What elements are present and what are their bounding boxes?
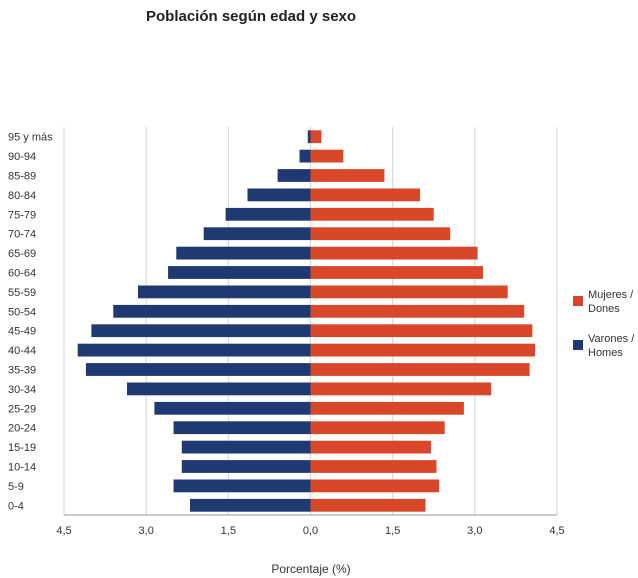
bar-mujeres-10 (310, 324, 533, 338)
x-tick-6: 4,5 (549, 525, 564, 537)
bar-varones-7 (168, 266, 311, 279)
bar-varones-16 (181, 440, 311, 454)
bar-varones-8 (137, 285, 311, 299)
age-group-label-4: 75-79 (8, 209, 36, 221)
bars (77, 130, 536, 512)
age-group-label-18: 5-9 (8, 481, 24, 493)
legend-label-0: Mujeres / Dones (588, 289, 634, 315)
bar-varones-11 (77, 343, 311, 357)
bar-mujeres-1 (310, 149, 344, 163)
bar-mujeres-17 (310, 460, 437, 473)
age-group-label-14: 25-29 (8, 403, 36, 415)
age-group-label-11: 40-44 (8, 345, 36, 357)
bar-varones-1 (299, 149, 311, 163)
age-group-label-1: 90-94 (8, 151, 36, 163)
bar-mujeres-11 (310, 343, 536, 357)
legend: Mujeres / Dones Varones / Homes (573, 289, 635, 359)
x-tick-1: 3,0 (139, 525, 154, 537)
bar-varones-17 (181, 460, 311, 473)
x-tick-3: 0,0 (303, 525, 318, 537)
bar-mujeres-5 (310, 227, 451, 241)
age-group-label-9: 50-54 (8, 306, 36, 318)
bar-mujeres-0 (310, 130, 322, 144)
bar-mujeres-16 (310, 440, 432, 454)
bar-varones-12 (85, 363, 311, 376)
bar-varones-0 (307, 130, 311, 144)
bar-mujeres-19 (310, 498, 426, 512)
bar-varones-9 (113, 304, 311, 318)
age-group-label-16: 15-19 (8, 442, 36, 454)
bar-varones-18 (173, 479, 311, 493)
bar-varones-3 (247, 188, 311, 202)
bar-mujeres-15 (310, 421, 445, 435)
bar-mujeres-18 (310, 479, 440, 493)
grid-lines (63, 127, 558, 516)
age-group-label-2: 85-89 (8, 171, 36, 183)
age-group-label-5: 70-74 (8, 229, 36, 241)
age-group-label-6: 65-69 (8, 248, 36, 260)
x-tick-2: 1,5 (221, 525, 236, 537)
bar-varones-5 (203, 227, 311, 241)
bar-varones-10 (91, 324, 311, 338)
bar-mujeres-7 (310, 266, 484, 279)
age-group-label-0: 95 y más (8, 132, 53, 144)
age-group-label-7: 60-64 (8, 268, 36, 280)
bar-varones-14 (154, 401, 311, 415)
chart-title: Población según edad y sexo (146, 8, 357, 25)
bar-mujeres-2 (310, 169, 385, 182)
bar-mujeres-6 (310, 246, 478, 260)
age-group-labels: 95 y más 90-94 85-89 80-84 75-79 70-74 65-69 60… (8, 132, 53, 513)
age-group-label-8: 55-59 (8, 287, 36, 299)
x-axis-ticks: 4,5 3,0 1,5 0,0 1,5 3,0 4,5 (56, 525, 564, 537)
bar-varones-13 (126, 382, 311, 396)
legend-swatch-0 (573, 296, 583, 306)
bar-mujeres-12 (310, 363, 530, 376)
bar-varones-15 (173, 421, 311, 435)
age-group-label-15: 20-24 (8, 423, 36, 435)
bar-mujeres-4 (310, 207, 434, 221)
bar-varones-4 (225, 207, 311, 221)
x-tick-5: 3,0 (467, 525, 482, 537)
bar-mujeres-9 (310, 304, 525, 318)
age-group-label-10: 45-49 (8, 326, 36, 338)
bar-mujeres-3 (310, 188, 421, 202)
x-tick-0: 4,5 (56, 525, 71, 537)
x-tick-4: 1,5 (385, 525, 400, 537)
bar-varones-2 (277, 169, 311, 182)
legend-swatch-1 (573, 340, 583, 350)
bar-varones-6 (176, 246, 311, 260)
age-group-label-19: 0-4 (8, 500, 24, 512)
bar-mujeres-8 (310, 285, 508, 299)
age-group-label-17: 10-14 (8, 462, 36, 474)
age-group-label-13: 30-34 (8, 384, 36, 396)
age-group-label-12: 35-39 (8, 365, 36, 377)
x-axis-label: Porcentaje (%) (271, 562, 350, 576)
age-group-label-3: 80-84 (8, 190, 36, 202)
legend-label-1: Varones / Homes (588, 333, 635, 359)
bar-mujeres-14 (310, 401, 464, 415)
bar-mujeres-13 (310, 382, 492, 396)
bar-varones-19 (189, 498, 311, 512)
